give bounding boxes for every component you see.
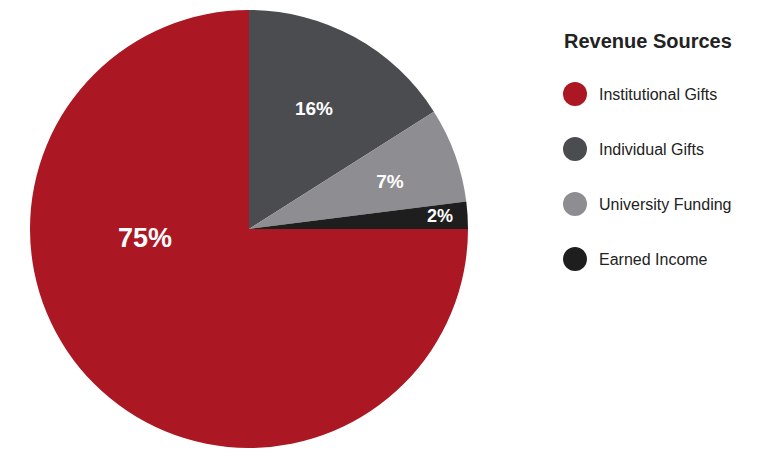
pie bbox=[30, 10, 468, 448]
legend-title: Revenue Sources bbox=[564, 30, 732, 52]
data-label: 75% bbox=[118, 223, 172, 253]
legend-swatch bbox=[563, 192, 587, 216]
slice bbox=[249, 202, 468, 229]
chart: 75% 16% 7% 2% Revenue Sources Institutional G… bbox=[0, 0, 759, 460]
slice bbox=[249, 112, 466, 229]
legend-swatch bbox=[563, 82, 587, 106]
legend-label: Earned Income bbox=[599, 251, 708, 268]
legend-swatch bbox=[563, 137, 587, 161]
data-label: 7% bbox=[376, 171, 404, 192]
legend-swatch bbox=[563, 247, 587, 271]
data-label: 16% bbox=[295, 98, 333, 119]
legend-label: University Funding bbox=[599, 196, 732, 213]
legend-label: Institutional Gifts bbox=[599, 86, 717, 103]
legend: Revenue Sources Institutional Gifts Indivi… bbox=[563, 30, 732, 271]
data-labels: 75% 16% 7% 2% bbox=[118, 98, 453, 254]
legend-label: Individual Gifts bbox=[599, 141, 704, 158]
data-label: 2% bbox=[427, 206, 453, 226]
slice bbox=[30, 10, 468, 448]
